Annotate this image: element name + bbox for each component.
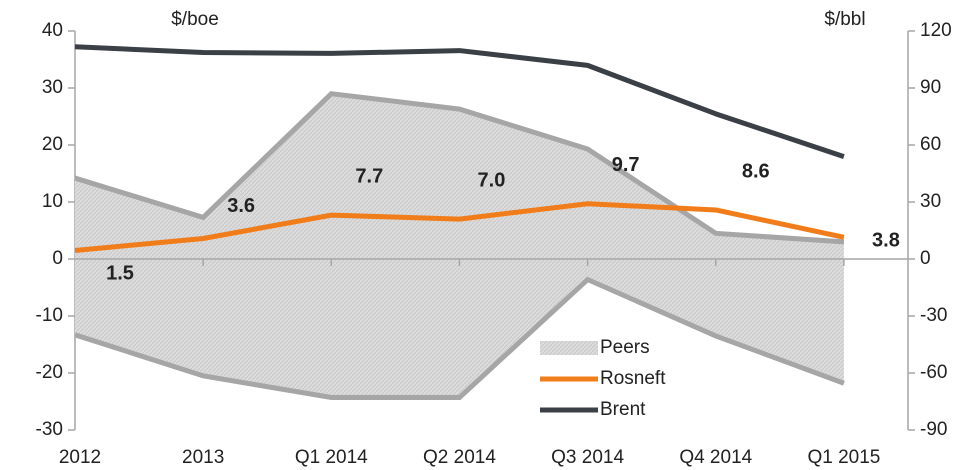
peers-low-line — [74, 276, 845, 401]
data-label: 7.7 — [355, 165, 383, 187]
y2-axis-unit: $/bbl — [824, 9, 865, 30]
y2-tick-label: -60 — [920, 362, 947, 383]
y2-tick-label: 60 — [920, 134, 941, 155]
y2-tick-label: 30 — [920, 191, 941, 212]
rosneft-line — [74, 201, 845, 253]
y2-tick-label: -90 — [920, 419, 947, 440]
data-label: 1.5 — [106, 263, 134, 285]
y-tick-label: 20 — [42, 134, 63, 155]
y-tick-label: -20 — [36, 362, 63, 383]
x-tick-label: Q1 2015 — [807, 447, 880, 468]
brent-line — [74, 44, 845, 159]
y-axis-unit: $/boe — [171, 9, 219, 30]
x-tick-label: Q1 2014 — [295, 447, 368, 468]
y-tick-label: -30 — [36, 419, 63, 440]
data-label: 3.8 — [872, 230, 900, 252]
legend-swatch — [540, 341, 598, 355]
x-tick-label: 2012 — [59, 447, 101, 468]
data-label: 9.7 — [612, 154, 640, 176]
y2-tick-label: 120 — [920, 20, 952, 41]
x-tick-label: Q4 2014 — [679, 447, 752, 468]
data-label: 7.0 — [478, 169, 506, 191]
x-tick-label: 2013 — [182, 447, 224, 468]
legend-label: Peers — [600, 337, 650, 358]
legend-label: Rosneft — [600, 368, 666, 389]
y-tick-label: 30 — [42, 77, 63, 98]
x-tick-label: Q3 2014 — [551, 447, 624, 468]
y-tick-label: 0 — [52, 248, 63, 269]
data-label: 3.6 — [227, 195, 255, 217]
data-label: 8.6 — [742, 160, 770, 182]
y-tick-label: 10 — [42, 191, 63, 212]
peers-band — [75, 93, 844, 398]
y2-tick-label: 0 — [920, 248, 931, 269]
y2-tick-label: 90 — [920, 77, 941, 98]
y-tick-label: -10 — [36, 305, 63, 326]
y-tick-label: 40 — [42, 20, 63, 41]
y2-tick-label: -30 — [920, 305, 947, 326]
x-tick-label: Q2 2014 — [423, 447, 496, 468]
legend-label: Brent — [600, 399, 646, 420]
peers-high-line — [74, 91, 845, 245]
